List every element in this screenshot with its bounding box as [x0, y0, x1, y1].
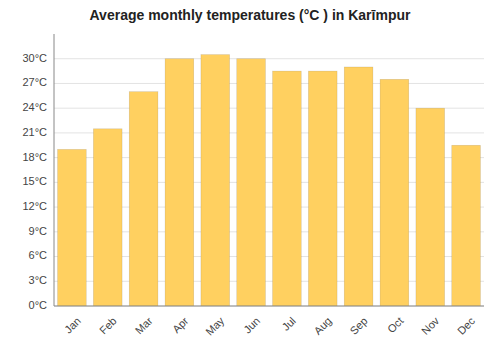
bar [344, 67, 373, 306]
x-tick-labels: Jan Feb Mar Apr May Jun Jul Aug Sep Oct Nov Dec [62, 314, 478, 338]
x-tick-label: Feb [97, 315, 119, 337]
bar [93, 129, 122, 306]
y-tick-label: 3°C [29, 274, 48, 286]
x-tick-label: Jun [241, 315, 262, 336]
y-tick-label: 27°C [22, 76, 47, 88]
x-tick-label: Oct [385, 315, 406, 336]
x-tick-label: Sep [347, 315, 369, 337]
bar [452, 145, 481, 306]
bar [165, 59, 194, 306]
title: Average monthly temperatures (°C ) in Ka… [90, 7, 411, 23]
grid-line [54, 306, 484, 307]
grid-line [54, 83, 484, 84]
y-tick-label: 18°C [22, 151, 47, 163]
page: {"chart_data": {"type": "bar", "title": … [0, 0, 500, 350]
y-tick-label: 24°C [22, 101, 47, 113]
x-tick-label: Mar [133, 314, 155, 336]
bar [58, 149, 87, 306]
x-tick-label: Jul [280, 315, 298, 333]
x-tick-label: Apr [170, 314, 191, 335]
x-tick-label: May [203, 314, 227, 338]
x-tick-label: Jan [62, 315, 83, 336]
y-tick-label: 15°C [22, 175, 47, 187]
bar [129, 92, 158, 306]
x-axis-line [54, 306, 484, 307]
y-tick-labels: 0°C 3°C 6°C 9°C 12°C 15°C 18°C 21°C 24°C 27°C 30°C [22, 52, 47, 311]
chart-svg: 0°C 3°C 6°C 9°C 12°C 15°C 18°C 21°C 24°C 27°C 30°C… [0, 0, 500, 350]
grid-line [54, 58, 484, 59]
x-tick-label: Aug [311, 315, 333, 337]
bar [237, 59, 266, 306]
y-grid [54, 59, 484, 306]
x-tick-label: Dec [455, 314, 478, 337]
bar [273, 71, 302, 306]
bar [416, 108, 445, 306]
x-tick-label: Nov [419, 314, 442, 337]
y-tick-label: 30°C [22, 52, 47, 64]
bar [308, 71, 337, 306]
y-tick-label: 21°C [22, 126, 47, 138]
y-tick-label: 9°C [29, 225, 48, 237]
y-tick-label: 12°C [22, 200, 47, 212]
y-tick-label: 0°C [29, 299, 48, 311]
bar [201, 55, 230, 306]
bars [58, 55, 481, 306]
y-axis-line [54, 34, 55, 306]
chart-container: 0°C 3°C 6°C 9°C 12°C 15°C 18°C 21°C 24°C 27°C 30°C… [0, 0, 500, 350]
bar [380, 79, 409, 306]
y-tick-label: 6°C [29, 249, 48, 261]
